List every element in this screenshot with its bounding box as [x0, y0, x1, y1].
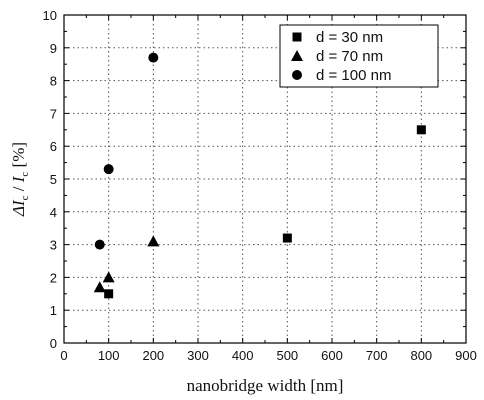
x-tick-label: 400	[232, 348, 254, 363]
y-tick-label: 1	[50, 303, 57, 318]
x-tick-label: 300	[187, 348, 209, 363]
y-tick-label: 5	[50, 172, 57, 187]
x-tick-label: 100	[98, 348, 120, 363]
x-tick-label: 800	[410, 348, 432, 363]
y-axis-title-slash: /	[9, 182, 28, 195]
y-tick-label: 2	[50, 270, 57, 285]
y-tick-label: 0	[50, 336, 57, 351]
data-point-circle	[103, 164, 114, 175]
y-axis-title-i: I	[9, 175, 28, 183]
y-tick-label: 7	[50, 106, 57, 121]
y-tick-label: 6	[50, 139, 57, 154]
legend-label: d = 30 nm	[316, 29, 383, 46]
data-point-circle	[94, 239, 105, 250]
y-tick-label: 9	[50, 41, 57, 56]
data-point-triangle	[102, 271, 115, 283]
legend-marker-circle	[292, 70, 302, 80]
x-tick-labels: 0 100 200 300 400 500 600 700 800 900	[60, 348, 476, 363]
y-tick-label: 10	[43, 8, 57, 23]
y-tick-label: 3	[50, 238, 57, 253]
x-axis-title: nanobridge width [nm]	[187, 376, 344, 395]
y-axis-title-unit: [%]	[9, 142, 28, 172]
data-point-triangle	[93, 281, 106, 293]
y-tick-labels: 0 1 2 3 4 5 6 7 8 9 10	[43, 8, 57, 351]
x-tick-label: 600	[321, 348, 343, 363]
y-axis-title-delta-i: ΔI	[9, 199, 28, 217]
legend-label: d = 70 nm	[316, 48, 383, 65]
data-point-circle	[148, 52, 159, 63]
legend-box	[279, 24, 439, 88]
y-axis-title: ΔIc / Ic [%]	[9, 142, 31, 217]
y-axis-title-sub2: c	[19, 172, 31, 177]
data-points	[93, 52, 426, 299]
data-point-triangle	[147, 235, 160, 247]
y-axis-title-sub1: c	[19, 195, 31, 200]
x-tick-label: 700	[366, 348, 388, 363]
x-tick-label: 900	[455, 348, 477, 363]
axis-ticks	[63, 14, 467, 344]
data-point-square	[416, 125, 426, 135]
x-tick-label: 500	[276, 348, 298, 363]
y-tick-label: 4	[50, 205, 57, 220]
data-point-square	[282, 233, 292, 243]
legend-marker-triangle	[291, 50, 303, 61]
x-tick-label: 0	[60, 348, 67, 363]
legend-label: d = 100 nm	[316, 67, 391, 84]
legend-marker-square	[292, 32, 302, 42]
x-tick-label: 200	[142, 348, 164, 363]
data-point-square	[104, 289, 114, 299]
legend: d = 30 nm d = 70 nm d = 100 nm	[279, 24, 439, 88]
y-tick-label: 8	[50, 74, 57, 89]
